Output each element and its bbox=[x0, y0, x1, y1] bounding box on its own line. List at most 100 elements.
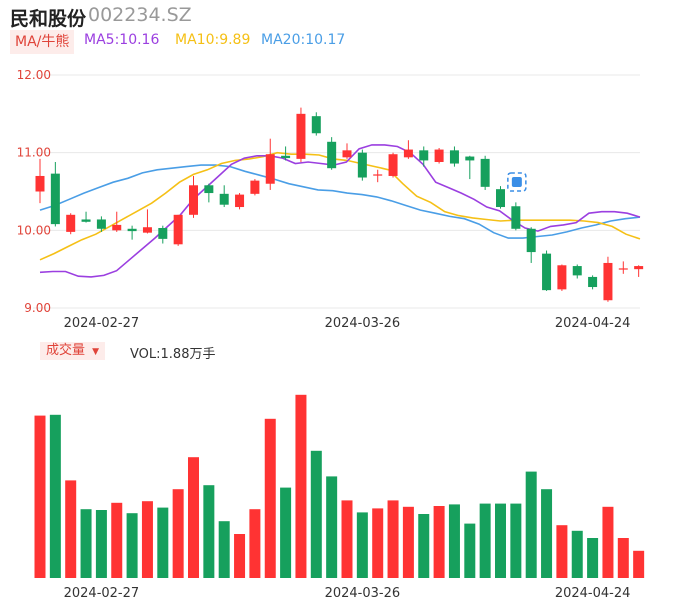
candle-body bbox=[281, 155, 291, 159]
candle-body bbox=[449, 150, 459, 164]
volume-bar bbox=[418, 514, 430, 578]
candle bbox=[142, 209, 152, 234]
candle bbox=[96, 216, 106, 232]
volume-bar bbox=[111, 502, 123, 578]
candle-body bbox=[204, 185, 214, 194]
ma5-line bbox=[39, 144, 641, 278]
candle-body bbox=[480, 158, 490, 187]
volume-bar bbox=[510, 503, 522, 578]
volume-value: VOL:1.88万手 bbox=[130, 347, 216, 362]
candle-body bbox=[173, 214, 183, 245]
candle bbox=[557, 264, 567, 291]
candle bbox=[296, 107, 306, 162]
ma20-legend: MA20:10.17 bbox=[261, 32, 346, 48]
candle-body bbox=[66, 214, 76, 232]
volume-bar bbox=[80, 509, 92, 578]
y-axis-labels: 12.00 11.00 10.00 9.00 bbox=[17, 68, 51, 315]
candle bbox=[327, 137, 337, 170]
volume-bar bbox=[95, 510, 107, 578]
candle-body bbox=[96, 219, 106, 229]
volume-bar bbox=[479, 503, 491, 578]
candle-body bbox=[235, 194, 245, 208]
volume-bar bbox=[464, 523, 476, 578]
candle bbox=[342, 143, 352, 159]
candle-body bbox=[81, 219, 91, 222]
candle bbox=[311, 112, 321, 136]
volume-bar bbox=[126, 513, 138, 578]
candle-body bbox=[35, 175, 45, 192]
candle bbox=[158, 225, 168, 244]
candle-body bbox=[388, 154, 398, 176]
volume-bar bbox=[295, 394, 307, 578]
candle bbox=[449, 146, 459, 167]
candle-body bbox=[250, 180, 260, 194]
ma-indicator-selector[interactable]: MA/牛熊 bbox=[10, 30, 75, 54]
volume-bar bbox=[356, 512, 368, 578]
volume-bar bbox=[587, 538, 599, 578]
candle bbox=[189, 175, 198, 218]
volume-bar bbox=[525, 471, 537, 578]
marker-frame bbox=[507, 172, 527, 192]
candle-body bbox=[496, 189, 505, 208]
candle-body bbox=[342, 150, 352, 158]
x-tick-label: 2024-04-24 bbox=[555, 316, 631, 331]
candle bbox=[434, 148, 444, 164]
volume-bar bbox=[141, 501, 153, 578]
candle bbox=[496, 186, 505, 209]
candle bbox=[66, 213, 76, 235]
volume-tag-label: 成交量 bbox=[46, 343, 86, 358]
volume-bar bbox=[633, 550, 645, 578]
volume-bar bbox=[372, 508, 384, 578]
x-tick-label: 2024-02-27 bbox=[64, 586, 140, 601]
volume-bar bbox=[556, 525, 568, 578]
candle-body bbox=[127, 228, 137, 232]
candle bbox=[173, 214, 183, 246]
volume-indicator-selector[interactable]: 成交量 ▼ bbox=[40, 342, 106, 360]
candle-body bbox=[465, 156, 475, 161]
stock-name: 民和股份 bbox=[10, 8, 87, 30]
x-tick-label: 2024-03-26 bbox=[325, 586, 401, 601]
candle-body bbox=[434, 149, 444, 162]
candle-body bbox=[572, 266, 582, 276]
candle bbox=[50, 161, 60, 227]
candle-body bbox=[526, 228, 536, 253]
event-marker[interactable] bbox=[507, 172, 527, 192]
ma5-legend: MA5:10.16 bbox=[84, 32, 160, 48]
candle bbox=[373, 169, 383, 183]
candle bbox=[419, 146, 429, 167]
volume-bar bbox=[541, 489, 553, 578]
candle-body bbox=[588, 276, 598, 288]
marker-icon bbox=[511, 177, 522, 187]
candle-body bbox=[419, 150, 429, 161]
volume-bar bbox=[34, 415, 46, 578]
candle-body bbox=[618, 268, 628, 270]
candle-body bbox=[327, 141, 337, 169]
candle bbox=[480, 155, 490, 190]
volume-bar bbox=[234, 534, 246, 578]
x-tick-label: 2024-03-26 bbox=[325, 316, 401, 331]
candle-body bbox=[542, 253, 552, 291]
candle-body bbox=[357, 152, 367, 178]
volume-bar bbox=[203, 485, 215, 578]
candle-body bbox=[311, 116, 321, 134]
candle-body bbox=[511, 206, 521, 229]
candle bbox=[265, 138, 275, 190]
candle bbox=[357, 149, 367, 181]
volume-bar bbox=[341, 500, 353, 578]
y-tick-label: 10.00 bbox=[17, 223, 51, 237]
candle bbox=[281, 146, 291, 161]
ma20-line bbox=[39, 164, 641, 239]
candle bbox=[588, 275, 598, 290]
volume-bar bbox=[448, 504, 460, 578]
volume-bars bbox=[34, 394, 645, 578]
x-axis-labels: 2024-02-27 2024-02-27 2024-03-26 2024-03-26… bbox=[64, 316, 631, 601]
candle bbox=[618, 261, 628, 274]
volume-bar bbox=[602, 506, 614, 578]
candle bbox=[403, 140, 413, 159]
volume-bar bbox=[495, 503, 506, 578]
candle bbox=[603, 256, 613, 302]
candle-body bbox=[603, 262, 613, 301]
y-tick-label: 9.00 bbox=[24, 301, 51, 315]
volume-bar bbox=[402, 506, 414, 578]
